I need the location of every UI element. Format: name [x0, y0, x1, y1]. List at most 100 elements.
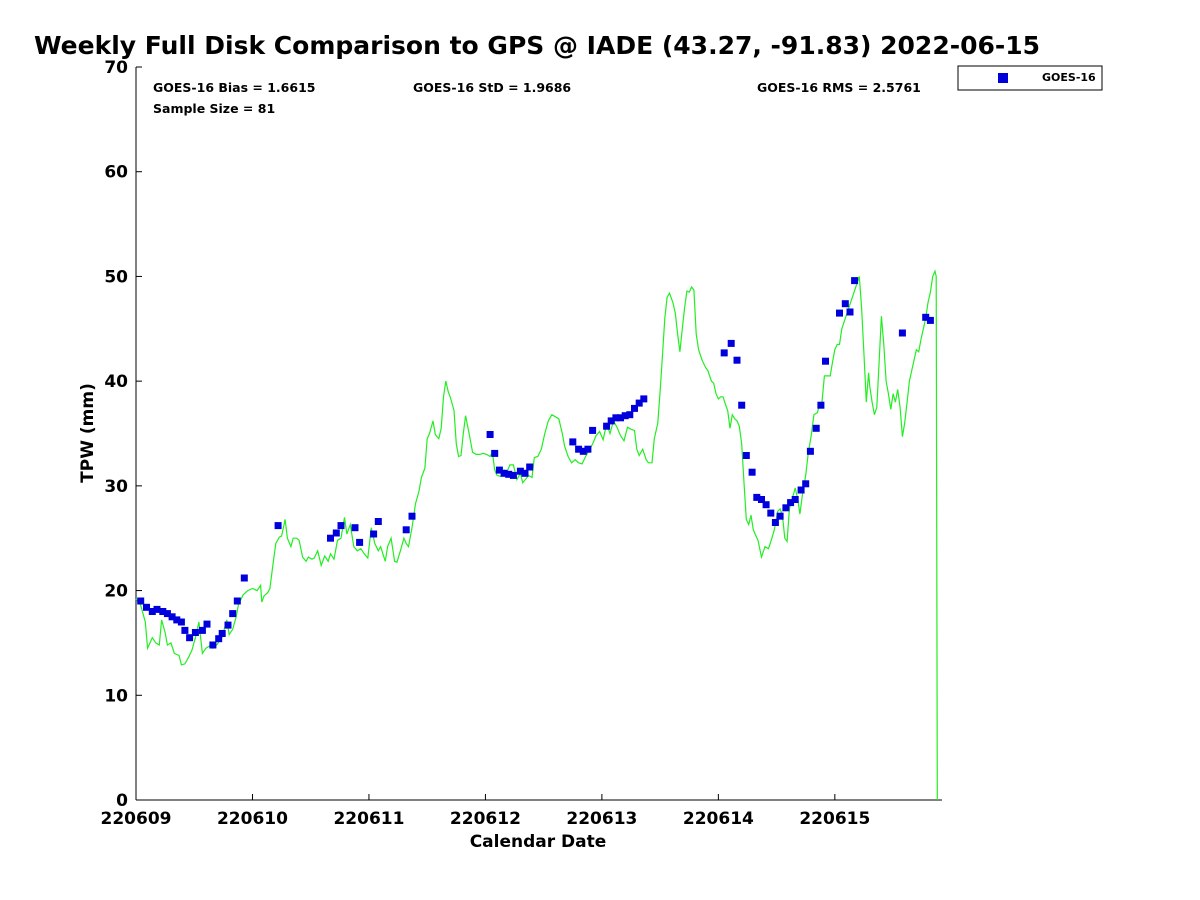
- goes-16-point: [762, 501, 770, 509]
- goes-16-point: [753, 493, 761, 501]
- x-axis: 220609 220610 220611 220612 220613 220614 2206…: [101, 794, 870, 829]
- y-tick-label: 30: [104, 477, 128, 497]
- goes-16-point: [181, 626, 189, 634]
- goes-16-point: [727, 339, 735, 347]
- y-tick-label: 60: [104, 163, 128, 183]
- goes-16-point: [836, 309, 843, 317]
- plot-area: [135, 67, 942, 801]
- x-tick-label: 220611: [333, 809, 404, 829]
- y-tick-label: 10: [104, 686, 128, 706]
- goes-16-point: [612, 414, 620, 422]
- goes-16-point: [787, 499, 795, 507]
- goes-16-point: [626, 411, 634, 419]
- goes-16-point: [812, 424, 820, 432]
- goes-16-point: [617, 414, 624, 422]
- goes-16-point: [631, 404, 638, 412]
- goes-16-point: [851, 277, 859, 285]
- legend-goes-16-label: GOES-16: [1042, 71, 1096, 84]
- x-tick-label: 220614: [683, 809, 754, 829]
- goes-16-point: [203, 620, 211, 628]
- goes-16-point: [229, 610, 237, 618]
- goes-16-point: [898, 329, 906, 337]
- goes-16-point: [733, 356, 741, 364]
- goes-16-point: [782, 504, 790, 512]
- goes-16-point: [148, 608, 156, 615]
- goes-16-point: [635, 399, 643, 407]
- goes-16-point: [159, 608, 167, 615]
- goes-16-point: [758, 496, 765, 503]
- goes-16-point: [327, 534, 334, 542]
- goes-16-point: [168, 613, 176, 621]
- goes-16-point: [767, 509, 775, 517]
- goes-16-point: [621, 412, 629, 420]
- goes-16-point: [274, 522, 282, 530]
- goes-16-point: [374, 518, 382, 525]
- stat-std: GOES-16 StD = 1.9686: [413, 80, 571, 95]
- chart-title: Weekly Full Disk Comparison to GPS @ IAD…: [34, 31, 1040, 60]
- goes-16-point: [337, 522, 345, 530]
- gps-line: [135, 269, 938, 801]
- goes-16-point: [191, 629, 199, 636]
- legend-goes-16-marker: [998, 73, 1008, 83]
- goes-16-point: [802, 480, 810, 488]
- goes-16-point: [486, 431, 494, 438]
- goes-16-series: [137, 277, 934, 649]
- goes-16-point: [495, 466, 503, 474]
- goes-16-point: [356, 538, 364, 546]
- goes-16-point: [491, 449, 499, 457]
- goes-16-point: [143, 603, 150, 611]
- goes-16-point: [603, 422, 611, 430]
- goes-16-point: [137, 597, 145, 605]
- goes-16-point: [569, 438, 577, 446]
- goes-16-point: [332, 529, 340, 537]
- goes-16-point: [173, 616, 181, 624]
- goes-16-point: [209, 641, 217, 649]
- goes-16-point: [402, 526, 410, 534]
- goes-16-point: [198, 626, 206, 634]
- goes-16-point: [589, 426, 597, 434]
- y-tick-label: 50: [104, 267, 128, 287]
- legend-box: [957, 65, 1103, 91]
- goes-16-point: [922, 313, 930, 321]
- stat-rms: GOES-16 RMS = 2.5761: [757, 80, 921, 95]
- goes-16-point: [771, 519, 779, 526]
- goes-16-point: [797, 486, 805, 494]
- goes-16-point: [806, 447, 814, 455]
- goes-16-point: [526, 463, 534, 471]
- stat-sample-size: Sample Size = 81: [153, 101, 275, 116]
- goes-16-point: [575, 445, 583, 453]
- goes-16-point: [742, 452, 750, 459]
- goes-16-point: [926, 316, 934, 324]
- goes-16-point: [509, 471, 517, 479]
- goes-16-point: [505, 470, 513, 478]
- goes-16-point: [579, 447, 587, 455]
- goes-16-point: [370, 530, 378, 538]
- goes-16-point: [738, 401, 746, 409]
- goes-16-point: [177, 618, 185, 626]
- goes-16-point: [584, 445, 592, 453]
- goes-16-point: [841, 300, 849, 308]
- x-tick-label: 220613: [566, 809, 637, 829]
- x-tick-label: 220609: [101, 809, 172, 829]
- goes-16-point: [846, 308, 854, 316]
- goes-16-point: [215, 635, 223, 643]
- goes-16-point: [218, 630, 226, 637]
- y-tick-label: 70: [104, 58, 128, 78]
- gps-series: [135, 269, 938, 801]
- x-tick-label: 220615: [799, 809, 870, 829]
- goes-16-point: [516, 467, 524, 475]
- goes-16-point: [351, 524, 359, 532]
- y-axis-label: TPW (mm): [78, 383, 98, 483]
- goes-16-point: [720, 349, 728, 357]
- goes-16-point: [748, 468, 756, 476]
- goes-16-point: [240, 574, 248, 582]
- x-tick-label: 220612: [450, 809, 521, 829]
- goes-16-point: [224, 621, 232, 629]
- stat-bias: GOES-16 Bias = 1.6615: [153, 80, 315, 95]
- goes-16-point: [186, 634, 194, 642]
- x-tick-label: 220610: [217, 809, 288, 829]
- y-tick-label: 0: [116, 791, 128, 811]
- goes-16-point: [776, 512, 784, 520]
- y-axis: 0 10 20 30 40 50 60 70: [104, 58, 142, 811]
